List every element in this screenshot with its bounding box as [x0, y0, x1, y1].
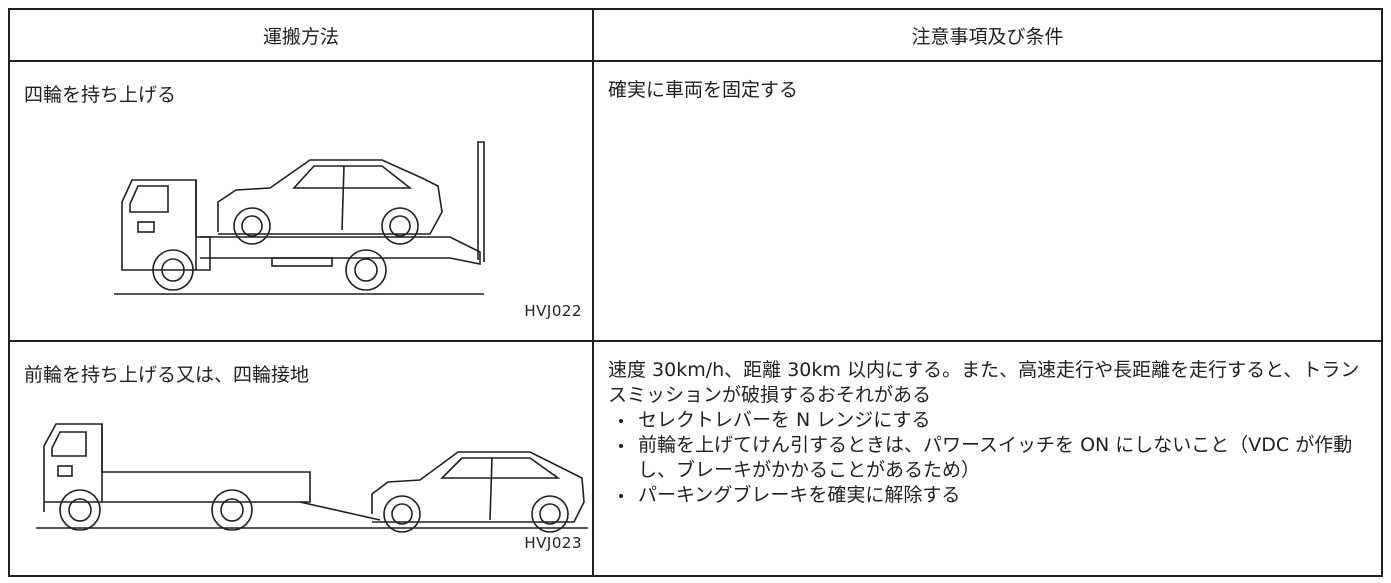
figure-code: HVJ023: [524, 534, 582, 552]
method-cell: 前輪を持ち上げる又は、四輪接地 HVJ023: [8, 340, 594, 577]
item-text: パーキングブレーキを確実に解除する: [638, 484, 961, 506]
method-cell: 四輪を持ち上げる HVJ022: [8, 60, 594, 342]
bullet: [619, 494, 623, 498]
method-text: 前輪を持ち上げる又は、四輪接地: [24, 364, 310, 386]
condition-item: 前輪を上げてけん引するときは、パワースイッチを ON にしないこと（VDC が作…: [608, 433, 1369, 483]
condition-cell: 速度 30km/h、距離 30km 以内にする。また、高速走行や長距離を走行する…: [592, 340, 1383, 577]
bullet: [619, 419, 623, 423]
header-cell: 運搬方法: [8, 8, 594, 62]
tow-illustration: [36, 423, 588, 533]
header-cell: 注意事項及び条件: [592, 8, 1383, 62]
bullet: [619, 444, 623, 448]
method-text: 四輪を持ち上げる: [24, 84, 177, 106]
towing-table: 運搬方法 注意事項及び条件 四輪を持ち上げる H: [8, 8, 1383, 577]
item-text: セレクトレバーを N レンジにする: [638, 409, 931, 431]
condition-text: 確実に車両を固定する: [608, 79, 799, 101]
condition-list: セレクトレバーを N レンジにする前輪を上げてけん引するときは、パワースイッチを…: [594, 408, 1381, 508]
item-text: 前輪を上げてけん引するときは、パワースイッチを ON にしないこと（VDC が作…: [638, 434, 1353, 481]
condition-text: 速度 30km/h、距離 30km 以内にする。また、高速走行や長距離を走行する…: [608, 359, 1360, 406]
figure-code: HVJ022: [524, 302, 582, 320]
condition-cell: 確実に車両を固定する: [592, 60, 1383, 342]
condition-item: セレクトレバーを N レンジにする: [608, 408, 1369, 433]
flatbed-illustration: [114, 141, 485, 295]
condition-item: パーキングブレーキを確実に解除する: [608, 483, 1369, 508]
